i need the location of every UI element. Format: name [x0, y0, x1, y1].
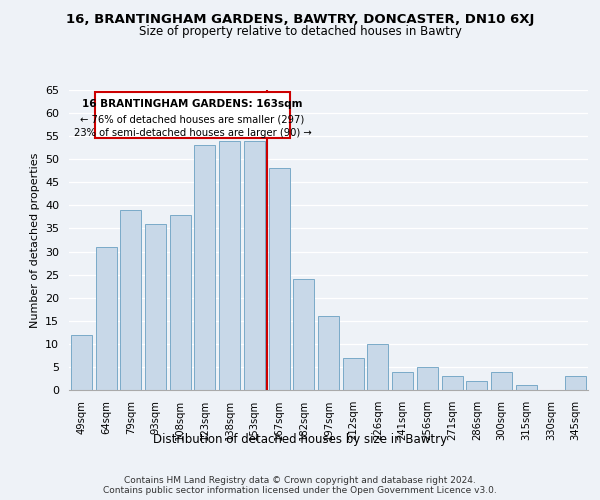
- Text: Size of property relative to detached houses in Bawtry: Size of property relative to detached ho…: [139, 25, 461, 38]
- Bar: [367, 344, 388, 390]
- Text: Contains HM Land Registry data © Crown copyright and database right 2024.: Contains HM Land Registry data © Crown c…: [124, 476, 476, 485]
- Bar: [516, 386, 537, 390]
- Bar: [491, 372, 512, 390]
- Text: 23% of semi-detached houses are larger (90) →: 23% of semi-detached houses are larger (…: [74, 128, 311, 138]
- Bar: [95, 247, 116, 390]
- Text: Contains public sector information licensed under the Open Government Licence v3: Contains public sector information licen…: [103, 486, 497, 495]
- Bar: [269, 168, 290, 390]
- Text: Distribution of detached houses by size in Bawtry: Distribution of detached houses by size …: [153, 432, 447, 446]
- Text: ← 76% of detached houses are smaller (297): ← 76% of detached houses are smaller (29…: [80, 114, 305, 124]
- Bar: [318, 316, 339, 390]
- Bar: [194, 146, 215, 390]
- Bar: [71, 334, 92, 390]
- Text: 16, BRANTINGHAM GARDENS, BAWTRY, DONCASTER, DN10 6XJ: 16, BRANTINGHAM GARDENS, BAWTRY, DONCAST…: [66, 12, 534, 26]
- Bar: [343, 358, 364, 390]
- Bar: [95, 92, 290, 138]
- Bar: [293, 279, 314, 390]
- Bar: [219, 141, 240, 390]
- Bar: [392, 372, 413, 390]
- Bar: [565, 376, 586, 390]
- Bar: [120, 210, 141, 390]
- Bar: [244, 141, 265, 390]
- Bar: [145, 224, 166, 390]
- Bar: [442, 376, 463, 390]
- Bar: [417, 367, 438, 390]
- Y-axis label: Number of detached properties: Number of detached properties: [29, 152, 40, 328]
- Bar: [466, 381, 487, 390]
- Text: 16 BRANTINGHAM GARDENS: 163sqm: 16 BRANTINGHAM GARDENS: 163sqm: [82, 99, 303, 109]
- Bar: [170, 214, 191, 390]
